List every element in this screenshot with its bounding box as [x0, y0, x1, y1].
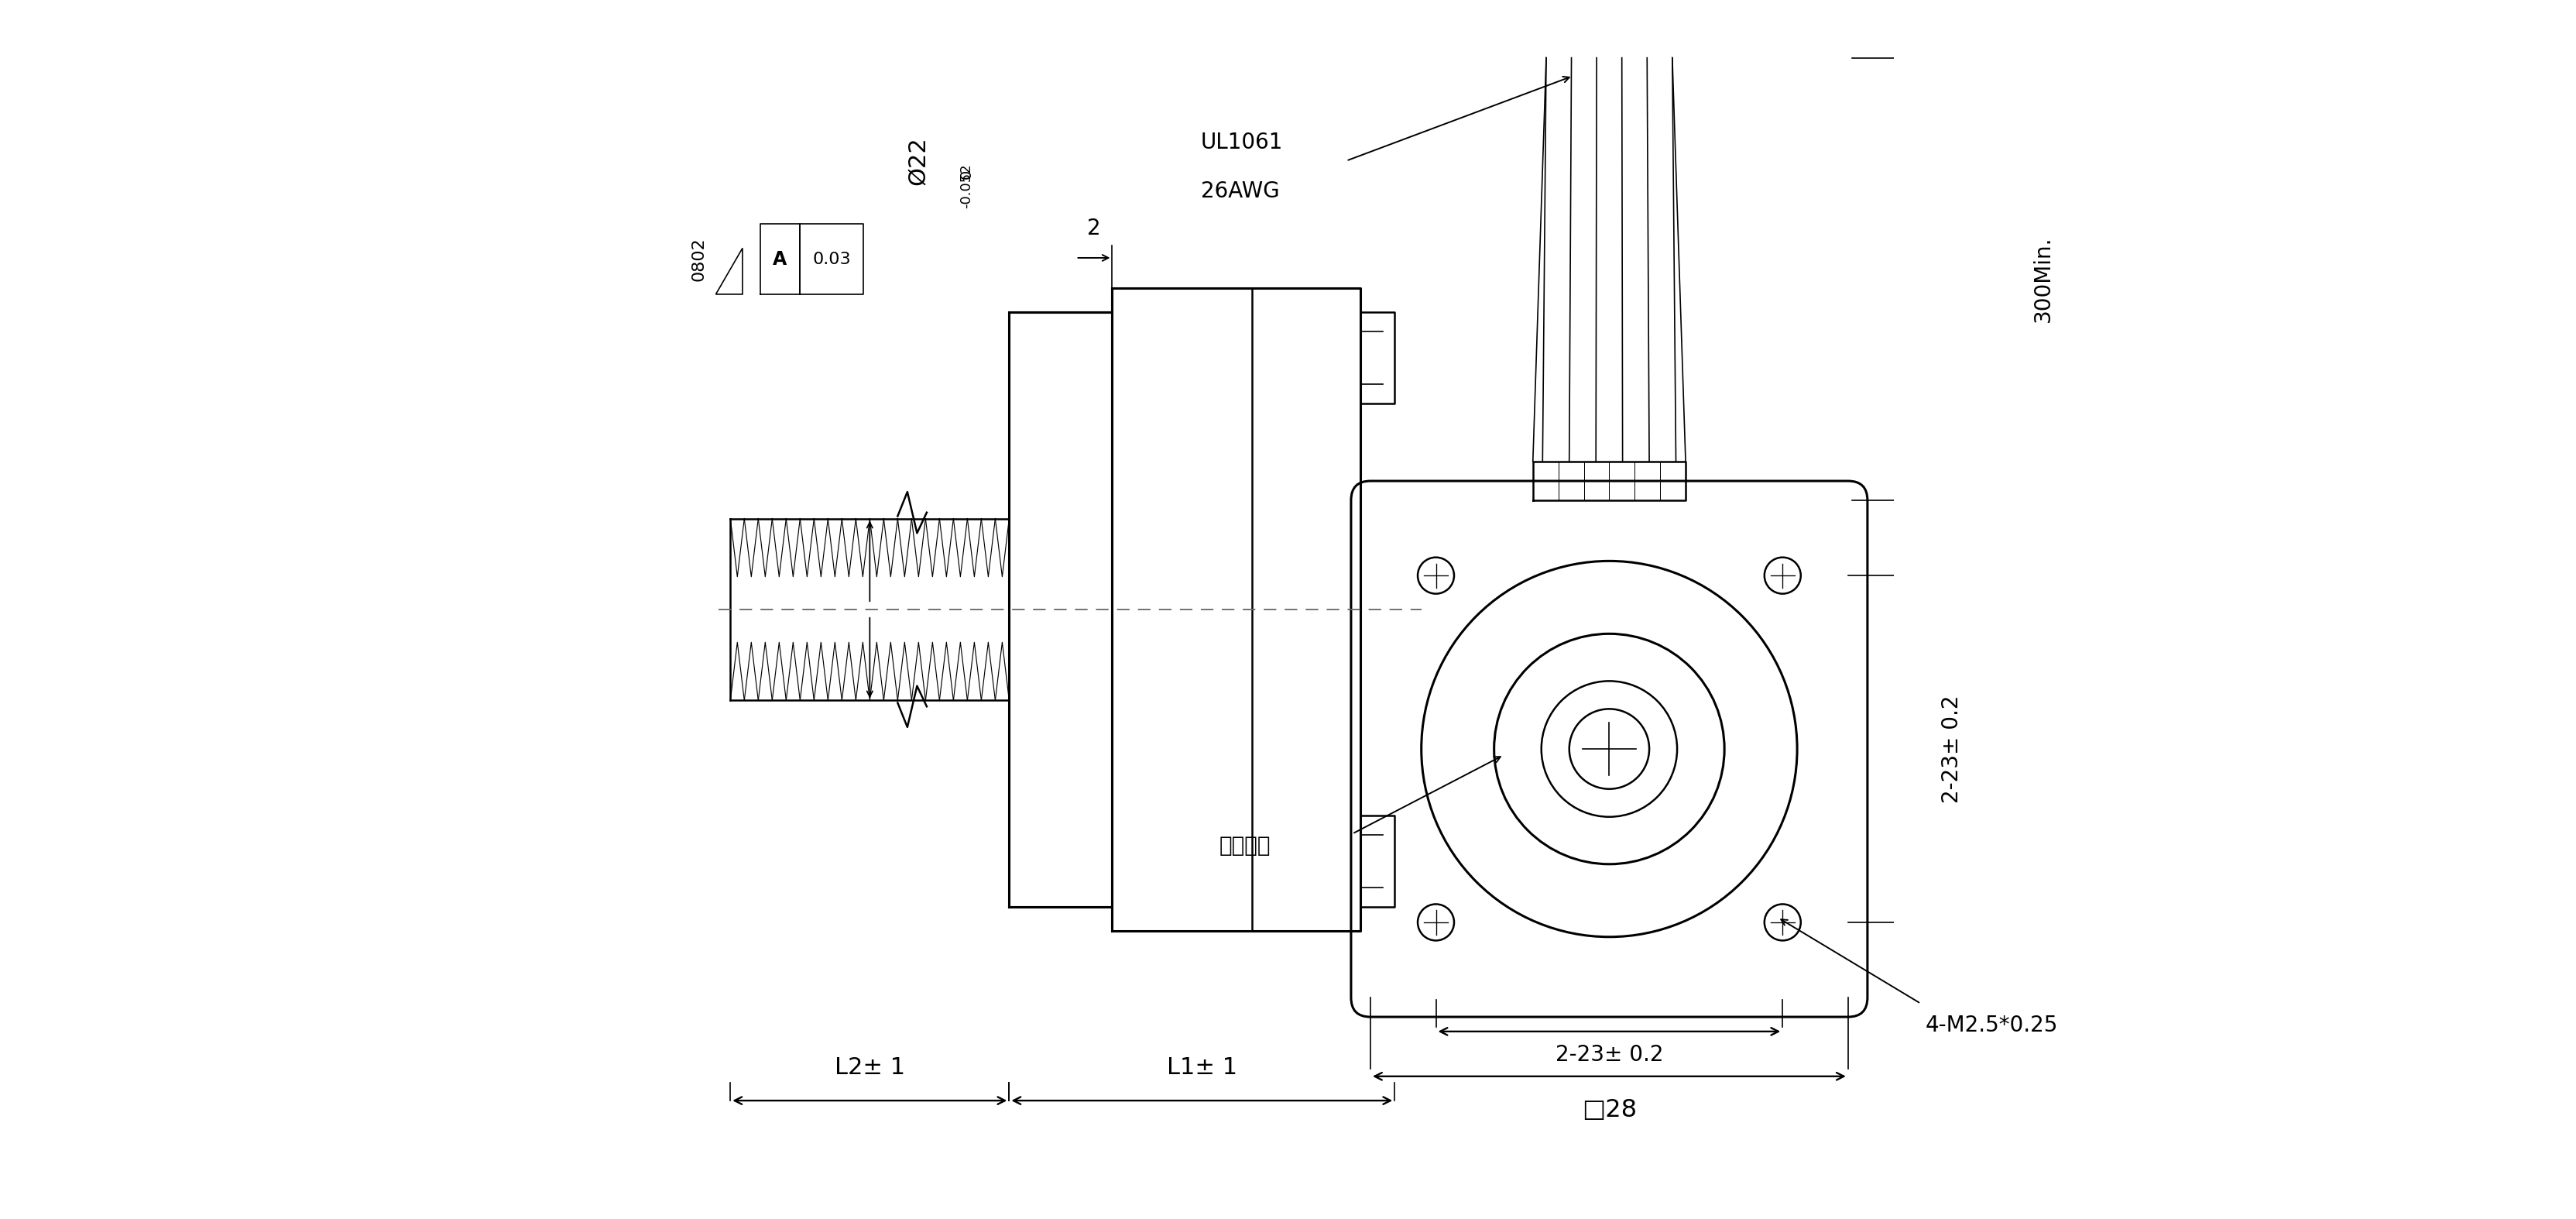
Text: 0: 0: [958, 169, 974, 179]
Text: □28: □28: [1582, 1098, 1636, 1123]
Text: L2± 1: L2± 1: [835, 1057, 904, 1079]
Text: Ø22: Ø22: [907, 137, 930, 185]
Text: L1± 1: L1± 1: [1167, 1057, 1236, 1079]
Text: 2-23± 0.2: 2-23± 0.2: [1556, 1043, 1664, 1065]
Text: 0.03: 0.03: [811, 251, 850, 267]
Text: 26AWG: 26AWG: [1200, 180, 1280, 202]
Text: A: A: [773, 250, 788, 268]
Text: 2: 2: [1087, 218, 1100, 240]
Text: 4-M2.5*0.25: 4-M2.5*0.25: [1927, 1014, 2058, 1036]
Text: 300Min.: 300Min.: [2032, 236, 2053, 322]
Text: -0.052: -0.052: [961, 163, 974, 208]
Text: 2-23± 0.2: 2-23± 0.2: [1942, 695, 1963, 803]
Text: 锁紧螺母: 锁紧螺母: [1218, 835, 1270, 857]
Text: 0802: 0802: [690, 238, 706, 282]
Text: UL1061: UL1061: [1200, 132, 1283, 154]
